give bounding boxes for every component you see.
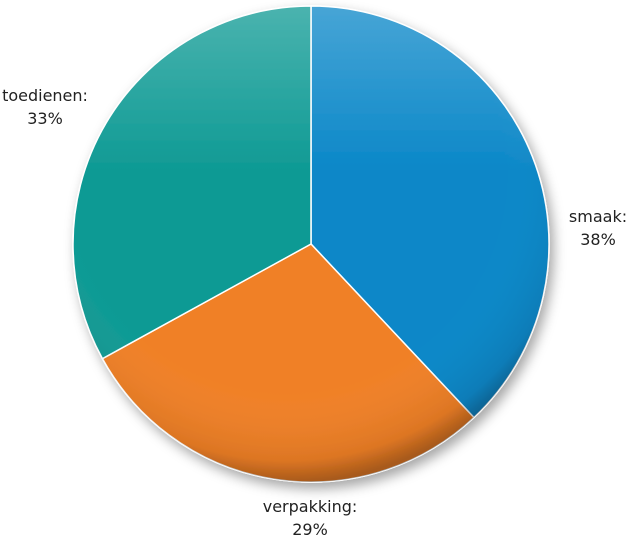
slice-value-label: 38% [580,230,616,249]
slice-label: toedienen: [2,86,88,105]
pie [72,5,550,483]
slice-value-label: 29% [292,520,328,539]
slice-label: smaak: [569,207,627,226]
slice-value-label: 33% [27,109,63,128]
slice-label: verpakking: [263,497,358,516]
